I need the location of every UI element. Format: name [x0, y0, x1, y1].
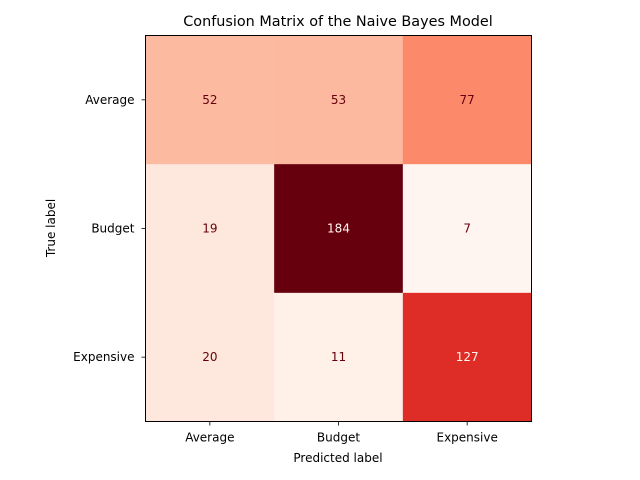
heatmap-cell — [145, 164, 275, 294]
cell-value-label: 52 — [202, 93, 217, 107]
x-tick-label: Budget — [317, 431, 360, 445]
heatmap-cell — [145, 35, 275, 165]
heatmap-cell — [274, 292, 404, 422]
cell-value-label: 184 — [327, 222, 350, 236]
heatmap-cell — [274, 35, 404, 165]
x-axis-label: Predicted label — [293, 451, 382, 465]
y-axis-label: True label — [44, 199, 58, 258]
chart-title: Confusion Matrix of the Naive Bayes Mode… — [183, 14, 493, 30]
cell-value-label: 53 — [331, 93, 346, 107]
cell-value-label: 77 — [460, 93, 475, 107]
cell-value-label: 20 — [202, 350, 217, 364]
heatmap-cell — [145, 292, 275, 422]
cell-value-label: 127 — [456, 350, 479, 364]
y-tick-label: Average — [85, 93, 134, 107]
heatmap-cells — [145, 35, 532, 422]
x-tick-label: Expensive — [436, 431, 497, 445]
heatmap-cell — [402, 292, 532, 422]
heatmap-cell — [402, 35, 532, 165]
cell-value-label: 19 — [202, 222, 217, 236]
y-axis-ticks: Average Budget Expensive — [73, 93, 146, 364]
heatmap-cell — [402, 164, 532, 294]
x-tick-label: Average — [185, 431, 234, 445]
y-tick-label: Budget — [91, 222, 134, 236]
y-tick-label: Expensive — [73, 350, 134, 364]
x-axis-ticks: Average Budget Expensive — [185, 421, 498, 445]
cell-value-label: 11 — [331, 350, 346, 364]
heatmap-cell — [274, 164, 404, 294]
heatmap-cell-labels: 52 53 77 19 184 7 20 11 127 — [202, 93, 478, 364]
cell-value-label: 7 — [463, 222, 471, 236]
